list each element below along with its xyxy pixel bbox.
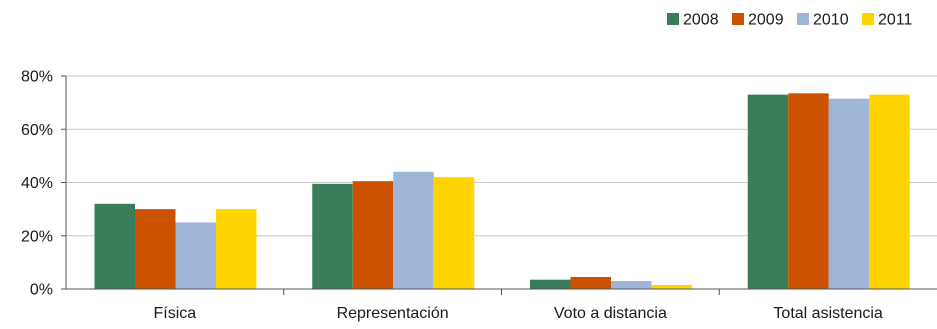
legend-item-2008: 2008 <box>667 12 719 29</box>
bar-2009-2 <box>570 277 611 289</box>
y-tick-labels: 0% 20% 40% 60% 80% <box>21 69 53 299</box>
bar-2009-1 <box>352 181 394 289</box>
bar-2009-0 <box>135 209 176 289</box>
category-label: Voto a distancia <box>554 305 667 322</box>
bar-2009-3 <box>788 93 829 290</box>
bar-2010-0 <box>175 222 216 289</box>
legend-item-2011: 2011 <box>862 12 913 29</box>
category-labels: Física Representación Voto a distancia Tota… <box>154 305 883 322</box>
category-label: Total asistencia <box>773 305 882 322</box>
bar-2008-0 <box>94 203 135 289</box>
legend-label: 2008 <box>683 12 719 29</box>
bar-2008-2 <box>530 279 571 289</box>
y-tick-label: 40% <box>21 175 53 192</box>
y-tick-label: 60% <box>21 122 53 139</box>
bar-2010-3 <box>828 98 870 289</box>
bar-2011-2 <box>651 285 692 289</box>
bar-2011-3 <box>869 94 910 289</box>
axes <box>61 75 937 295</box>
y-tick-label: 20% <box>21 228 53 245</box>
y-tick-label: 80% <box>21 69 53 86</box>
legend-item-2010: 2010 <box>797 12 849 29</box>
bar-2011-1 <box>433 177 475 289</box>
legend-swatch <box>667 13 679 25</box>
legend-swatch <box>862 13 874 25</box>
legend-swatch <box>732 13 744 25</box>
legend-item-2009: 2009 <box>732 12 784 29</box>
bars <box>94 93 910 290</box>
bar-2008-3 <box>747 94 789 289</box>
legend-label: 2010 <box>813 12 849 29</box>
legend: 2008 2009 2010 2011 <box>667 12 913 29</box>
legend-label: 2009 <box>748 12 784 29</box>
bar-2010-1 <box>393 171 434 289</box>
bar-2010-2 <box>611 281 652 289</box>
legend-swatch <box>797 13 809 25</box>
legend-label: 2011 <box>878 12 913 29</box>
y-tick-label: 0% <box>30 282 53 299</box>
bar-2011-0 <box>216 209 257 289</box>
category-label: Física <box>154 305 197 322</box>
bar-2008-1 <box>312 183 353 289</box>
category-label: Representación <box>337 305 449 322</box>
